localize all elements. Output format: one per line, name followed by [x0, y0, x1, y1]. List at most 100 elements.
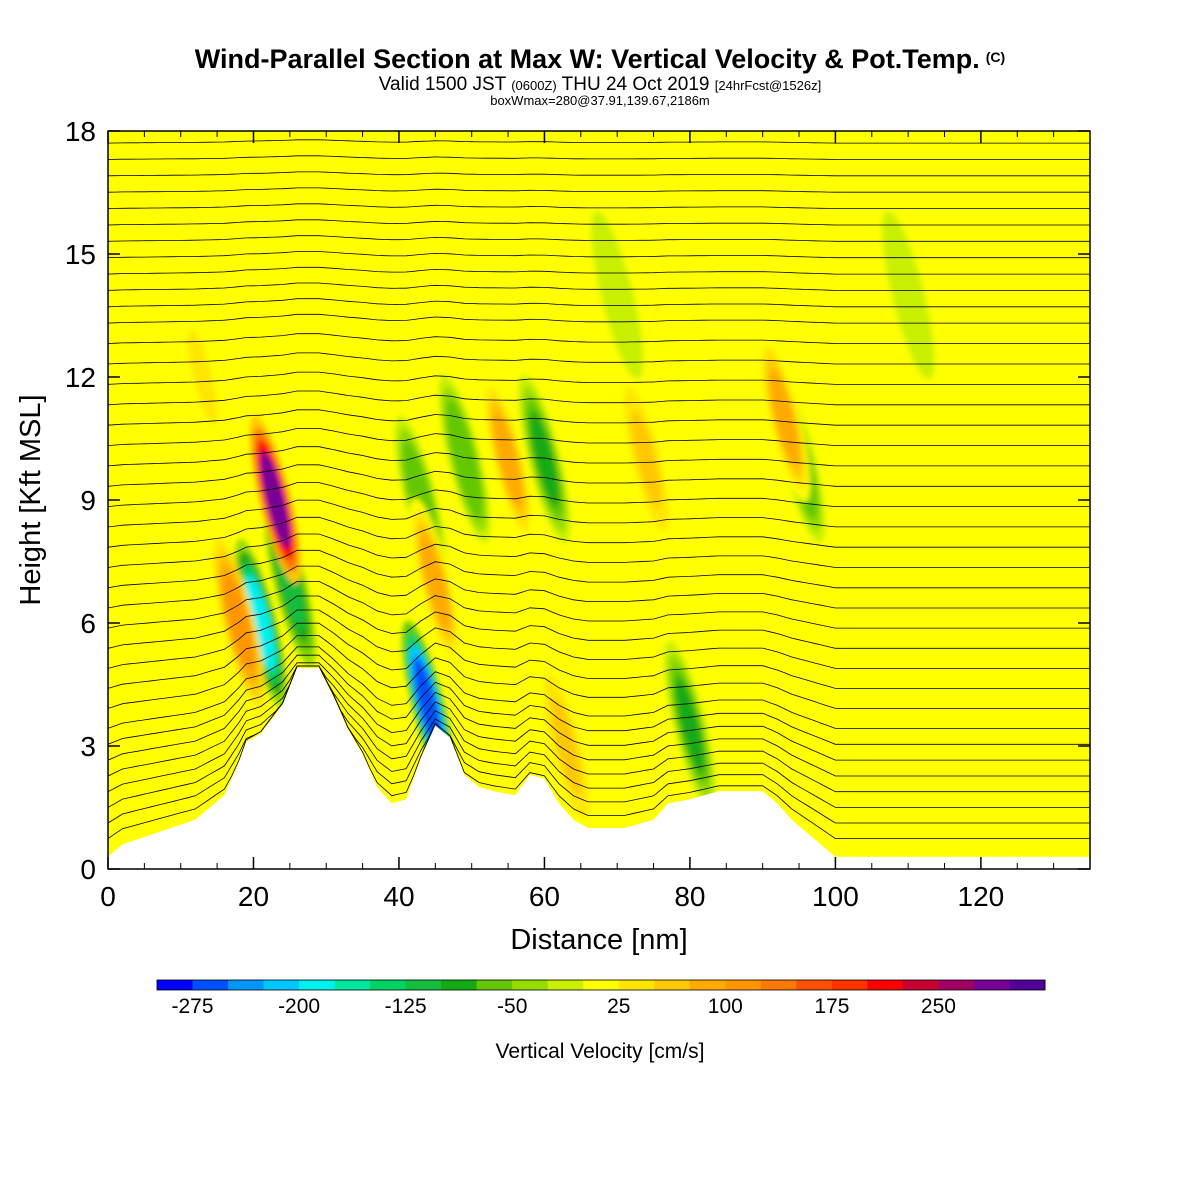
isentrope-line — [108, 635, 1090, 709]
isentrope-line — [108, 219, 1090, 226]
isentrope-line — [108, 187, 1090, 193]
forecast-info: [24hrFcst@1526z] — [714, 78, 822, 93]
downdraft-core-8-layer-3 — [893, 246, 923, 344]
isentrope-line — [108, 622, 1090, 689]
plot-area — [107, 130, 1091, 870]
colorbar-swatch — [867, 980, 904, 990]
colorbar-swatch — [299, 980, 336, 990]
isentrope-line — [108, 171, 1090, 177]
colorbar-swatch — [263, 980, 300, 990]
isentrope-line — [108, 298, 1090, 308]
isentrope-line — [108, 595, 1090, 649]
colorbar-swatch — [157, 980, 194, 990]
chart-subtitle: Valid 1500 JST (0600Z) THU 24 Oct 2019 [… — [0, 74, 1200, 96]
valid-date: THU 24 Oct 2019 — [561, 74, 710, 95]
colorbar-swatch — [405, 980, 442, 990]
colorbar-swatch — [1009, 980, 1046, 990]
downdraft-core-6-layer-3 — [675, 677, 705, 774]
colorbar-tick-label: -200 — [278, 995, 320, 1018]
colorbar-swatch — [973, 980, 1010, 990]
y-tick-label: 15 — [65, 239, 96, 270]
colorbar-swatch — [654, 980, 691, 990]
colorbar-swatch — [228, 980, 265, 990]
x-axis-label: Distance [nm] — [510, 924, 687, 956]
colorbar-swatch — [618, 980, 655, 990]
colorbar-swatch — [689, 980, 726, 990]
x-tick-label: 80 — [674, 881, 705, 912]
axis-ticks: 0 20 40 60 80 100 120 0 3 6 9 12 15 18 — [65, 116, 1091, 912]
colorbar-frame — [156, 979, 1046, 991]
colorbar-swatch — [547, 980, 584, 990]
isentrope-line — [108, 446, 1090, 467]
colorbar-swatch — [476, 980, 513, 990]
downdraft-core-4-layer-3 — [529, 410, 560, 508]
isentrope-line — [108, 665, 1090, 793]
colorbar: -275 -200 -125 -50 25 100 175 250 — [156, 979, 1046, 1018]
isentrope-line — [108, 428, 1090, 446]
isentrope-line — [108, 533, 1090, 568]
y-tick-label: 12 — [65, 362, 96, 393]
colorbar-tick-label: 175 — [814, 995, 849, 1018]
isentrope-line — [108, 482, 1090, 507]
isentrope-line — [108, 390, 1090, 406]
colorbar-swatch — [192, 980, 229, 990]
isentrope-line — [108, 516, 1090, 548]
colorbar-tick-label: -50 — [497, 995, 527, 1018]
colorbar-swatch — [831, 980, 868, 990]
y-tick-label: 9 — [80, 485, 96, 516]
isentrope-line — [108, 609, 1090, 669]
x-tick-label: 120 — [958, 881, 1005, 912]
chart-title: Wind-Parallel Section at Max W: Vertical… — [0, 44, 1200, 75]
updraft-core-0-layer-3 — [260, 451, 291, 549]
isentrope-line — [108, 155, 1090, 160]
isentrope-line — [108, 313, 1090, 324]
isentrope-line — [108, 235, 1090, 242]
isentrope-line — [108, 266, 1090, 275]
y-tick-label: 6 — [80, 608, 96, 639]
isentrope-line — [108, 499, 1090, 528]
updraft-core-2-layer-3 — [420, 533, 451, 631]
isentrope-line — [108, 654, 1090, 745]
colorbar-tick-label: 100 — [708, 995, 743, 1018]
colorbar-swatch — [512, 980, 549, 990]
isentrope-line — [108, 139, 1090, 144]
isentrope-line — [108, 371, 1090, 385]
isentrope-line — [108, 251, 1090, 259]
colorbar-swatch — [370, 980, 407, 990]
isentrope-line — [108, 203, 1090, 209]
colorbar-swatch — [334, 980, 371, 990]
isentrope-line — [108, 282, 1090, 291]
colorbar-swatch — [725, 980, 762, 990]
isentrope-line — [108, 549, 1090, 589]
updraft-core-5-layer-3 — [631, 410, 662, 508]
colorbar-swatch — [583, 980, 620, 990]
valid-utc: (0600Z) — [511, 78, 557, 93]
colorbar-swatch — [760, 980, 797, 990]
updraft-core-1-layer-3 — [224, 574, 254, 672]
isentropes — [108, 139, 1090, 839]
copyright-mark: (C) — [985, 49, 1006, 65]
x-tick-label: 60 — [529, 881, 560, 912]
box-info: boxWmax=280@37.91,139.67,2186m — [490, 93, 710, 108]
isentrope-line — [108, 665, 1090, 808]
x-tick-label: 0 — [100, 881, 116, 912]
isentrope-line — [108, 662, 1090, 761]
velocity-field — [176, 210, 935, 831]
updraft-core-3-layer-3 — [493, 410, 523, 508]
isentrope-line — [108, 665, 1090, 824]
downdraft-core-5-layer-3 — [449, 410, 480, 508]
updraft-core-4-layer-3 — [551, 697, 582, 795]
x-tick-label: 100 — [812, 881, 859, 912]
colorbar-tick-label: 25 — [607, 995, 630, 1018]
isentrope-line — [108, 409, 1090, 426]
isentrope-line — [108, 665, 1090, 777]
colorbar-tick-label: -125 — [385, 995, 427, 1018]
colorbar-swatch — [938, 980, 975, 990]
colorbar-swatch — [441, 980, 478, 990]
y-tick-label: 3 — [80, 731, 96, 762]
y-tick-label: 18 — [65, 116, 96, 147]
isentrope-line — [108, 333, 1090, 344]
colorbar-tick-label: -275 — [172, 995, 214, 1018]
isentrope-line — [108, 646, 1090, 729]
